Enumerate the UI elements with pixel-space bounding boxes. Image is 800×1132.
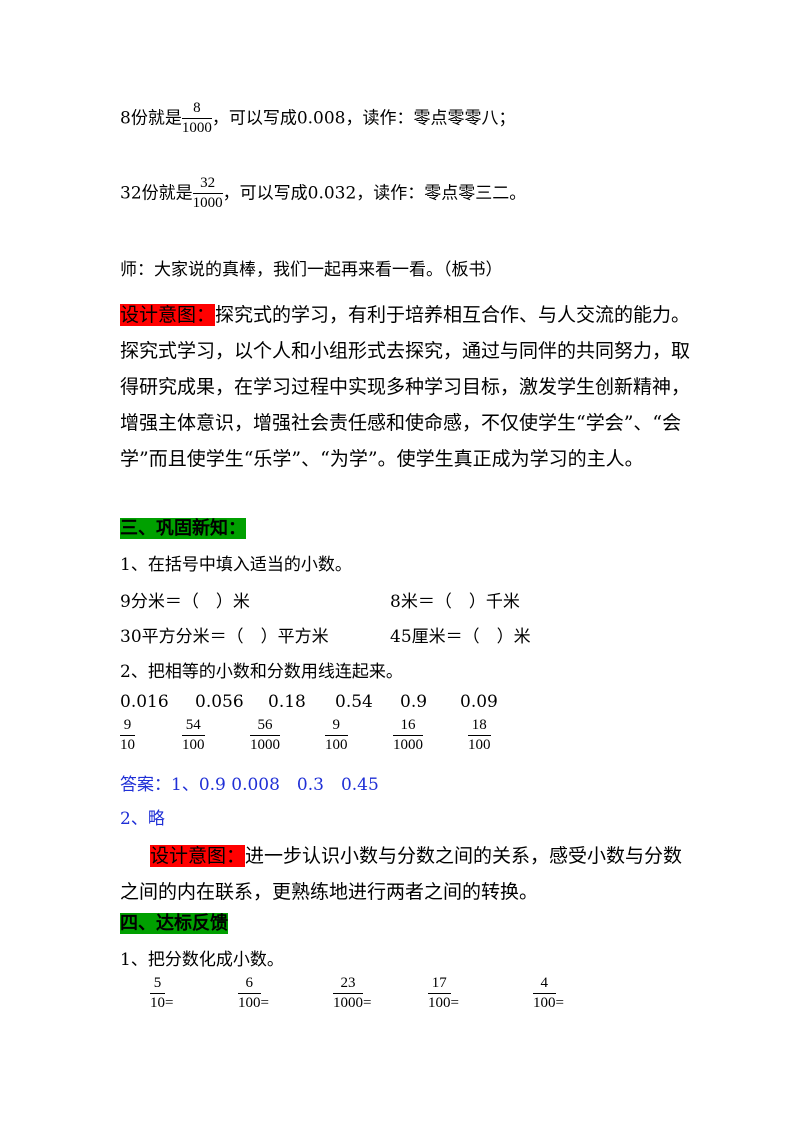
fraction: 54 100 — [182, 717, 205, 755]
intro-line-1: 8份就是 8 1000 ，可以写成0.008，读作：零点零零八； — [120, 100, 516, 138]
denominator: 1000 — [393, 737, 423, 754]
decimal-item: 0.016 — [120, 692, 169, 712]
fraction: 4 100 — [533, 975, 556, 1013]
decimal-item: 0.056 — [195, 692, 244, 712]
fraction: 56 1000 — [250, 717, 280, 755]
denominator: 1000 — [192, 195, 223, 212]
decimal-item: 0.54 — [335, 692, 373, 712]
denominator: 100 — [182, 737, 205, 754]
denominator: 1000 — [250, 737, 280, 754]
design-intent-paragraph-2: 设计意图：进一步认识小数与分数之间的关系，感受小数与分数之间的内在联系，更熟练地… — [120, 838, 700, 910]
conversion-item: 6 100 = — [238, 975, 269, 1013]
fraction: 9 100 — [325, 717, 348, 755]
numerator: 9 — [325, 717, 348, 737]
denominator: 100 — [325, 737, 348, 754]
fraction: 8 1000 — [181, 100, 212, 138]
intro-line-2: 32份就是 32 1000 ，可以写成0.032，读作：零点零三二。 — [120, 175, 526, 213]
numerator: 16 — [393, 717, 423, 737]
fill-item: 30平方分米＝（ ）平方米 — [120, 627, 329, 647]
equals-sign: = — [363, 995, 372, 1012]
numerator: 18 — [468, 717, 491, 737]
numerator: 56 — [250, 717, 280, 737]
design-intent-tag: 设计意图： — [150, 845, 246, 867]
conversion-item: 17 100 = — [428, 975, 459, 1013]
numerator: 8 — [181, 100, 212, 120]
answer-line-2: 2、略 — [120, 809, 165, 829]
numerator: 6 — [238, 975, 261, 995]
section-heading-highlight: 三、巩固新知： — [120, 518, 246, 539]
answer-line-1: 答案：1、0.9 0.008 0.3 0.45 — [120, 775, 379, 795]
fraction: 9 10 — [120, 717, 135, 755]
design-intent-text: 进一步认识小数与分数之间的关系，感受小数与分数之间的内在联系，更熟练地进行两者之… — [120, 845, 683, 903]
section-3-heading: 三、巩固新知： — [120, 514, 246, 540]
equals-sign: = — [260, 995, 269, 1012]
intro-prefix: 32份就是 — [120, 183, 193, 204]
numerator: 23 — [333, 975, 363, 995]
intro-suffix: ，可以写成0.032，读作：零点零三二。 — [222, 183, 527, 204]
denominator: 100 — [468, 737, 491, 754]
denominator: 100 — [238, 995, 261, 1012]
teacher-line: 师：大家说的真棒，我们一起再来看一看。（板书） — [120, 260, 503, 280]
fill-item: 9分米＝（ ）米 — [120, 592, 250, 612]
numerator: 17 — [428, 975, 451, 995]
denominator: 1000 — [333, 995, 363, 1012]
decimal-item: 0.09 — [460, 692, 498, 712]
intro-prefix: 8份就是 — [120, 108, 182, 129]
design-intent-text: 探究式的学习，有利于培养相互合作、与人交流的能力。探究式学习，以个人和小组形式去… — [120, 304, 691, 470]
question-1: 1、把分数化成小数。 — [120, 950, 284, 970]
section-4-heading: 四、达标反馈 — [120, 909, 228, 935]
numerator: 54 — [182, 717, 205, 737]
numerator: 9 — [120, 717, 135, 737]
fraction: 17 100 — [428, 975, 451, 1013]
equals-sign: = — [165, 995, 174, 1012]
denominator: 100 — [533, 995, 556, 1012]
question-1: 1、在括号中填入适当的小数。 — [120, 555, 352, 575]
fraction: 23 1000 — [333, 975, 363, 1013]
fraction: 32 1000 — [192, 175, 223, 213]
design-intent-paragraph-1: 设计意图：探究式的学习，有利于培养相互合作、与人交流的能力。探究式学习，以个人和… — [120, 297, 700, 477]
conversion-item: 5 10 = — [150, 975, 173, 1013]
decimal-item: 0.18 — [268, 692, 306, 712]
denominator: 10 — [150, 995, 165, 1012]
intro-suffix: ，可以写成0.008，读作：零点零零八； — [211, 108, 516, 129]
fraction: 5 10 — [150, 975, 165, 1013]
section-heading-highlight: 四、达标反馈 — [120, 913, 228, 934]
conversion-item: 23 1000 = — [333, 975, 371, 1013]
denominator: 1000 — [181, 120, 212, 137]
decimal-item: 0.9 — [400, 692, 428, 712]
equals-sign: = — [450, 995, 459, 1012]
denominator: 100 — [428, 995, 451, 1012]
fill-item: 8米＝（ ）千米 — [390, 592, 520, 612]
question-2: 2、把相等的小数和分数用线连起来。 — [120, 662, 403, 682]
fraction: 16 1000 — [393, 717, 423, 755]
conversion-item: 4 100 = — [533, 975, 564, 1013]
numerator: 5 — [150, 975, 165, 995]
design-intent-tag: 设计意图： — [120, 304, 216, 326]
equals-sign: = — [555, 995, 564, 1012]
numerator: 32 — [192, 175, 223, 195]
fraction: 18 100 — [468, 717, 491, 755]
fill-item: 45厘米＝（ ）米 — [390, 627, 531, 647]
numerator: 4 — [533, 975, 556, 995]
denominator: 10 — [120, 737, 135, 754]
fraction: 6 100 — [238, 975, 261, 1013]
